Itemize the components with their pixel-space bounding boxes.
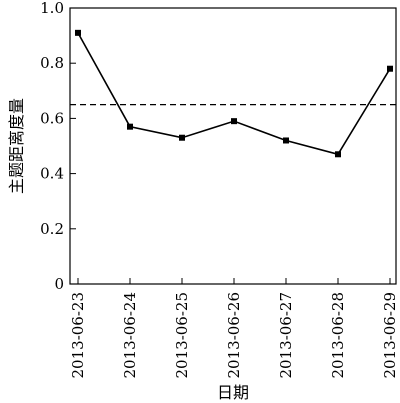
y-tick-label: 0.4 [40, 165, 64, 183]
x-tick-label: 2013-06-25 [173, 292, 191, 378]
x-tick-label: 2013-06-24 [121, 292, 139, 378]
y-tick-label: 0.2 [40, 220, 64, 238]
series-line [77, 32, 391, 156]
data-point [179, 134, 185, 141]
x-axis: 2013-06-23 2013-06-24 2013-06-25 2013-06-26… [69, 278, 399, 378]
x-tick-label: 2013-06-23 [69, 292, 87, 378]
x-tick-label: 2013-06-28 [329, 292, 347, 378]
x-tick-label: 2013-06-26 [225, 292, 243, 378]
y-axis-title: 主题距离度量 [7, 98, 26, 194]
x-tick-label: 2013-06-29 [381, 292, 399, 378]
plot-frame [69, 7, 397, 285]
y-tick-label: 0 [54, 275, 64, 293]
y-tick-label: 0.6 [40, 109, 64, 127]
data-point [75, 29, 81, 36]
x-tick-label: 2013-06-27 [277, 292, 295, 378]
data-point [231, 118, 237, 125]
y-axis: 0 0.2 0.4 0.6 0.8 1.0 [40, 0, 76, 293]
y-tick-label: 0.8 [40, 54, 64, 72]
data-point [283, 137, 289, 144]
data-point [127, 123, 133, 130]
data-point [335, 151, 341, 158]
y-tick-label: 1.0 [40, 0, 64, 17]
data-point [387, 65, 393, 72]
series-markers [75, 29, 393, 158]
x-axis-title: 日期 [217, 383, 249, 402]
